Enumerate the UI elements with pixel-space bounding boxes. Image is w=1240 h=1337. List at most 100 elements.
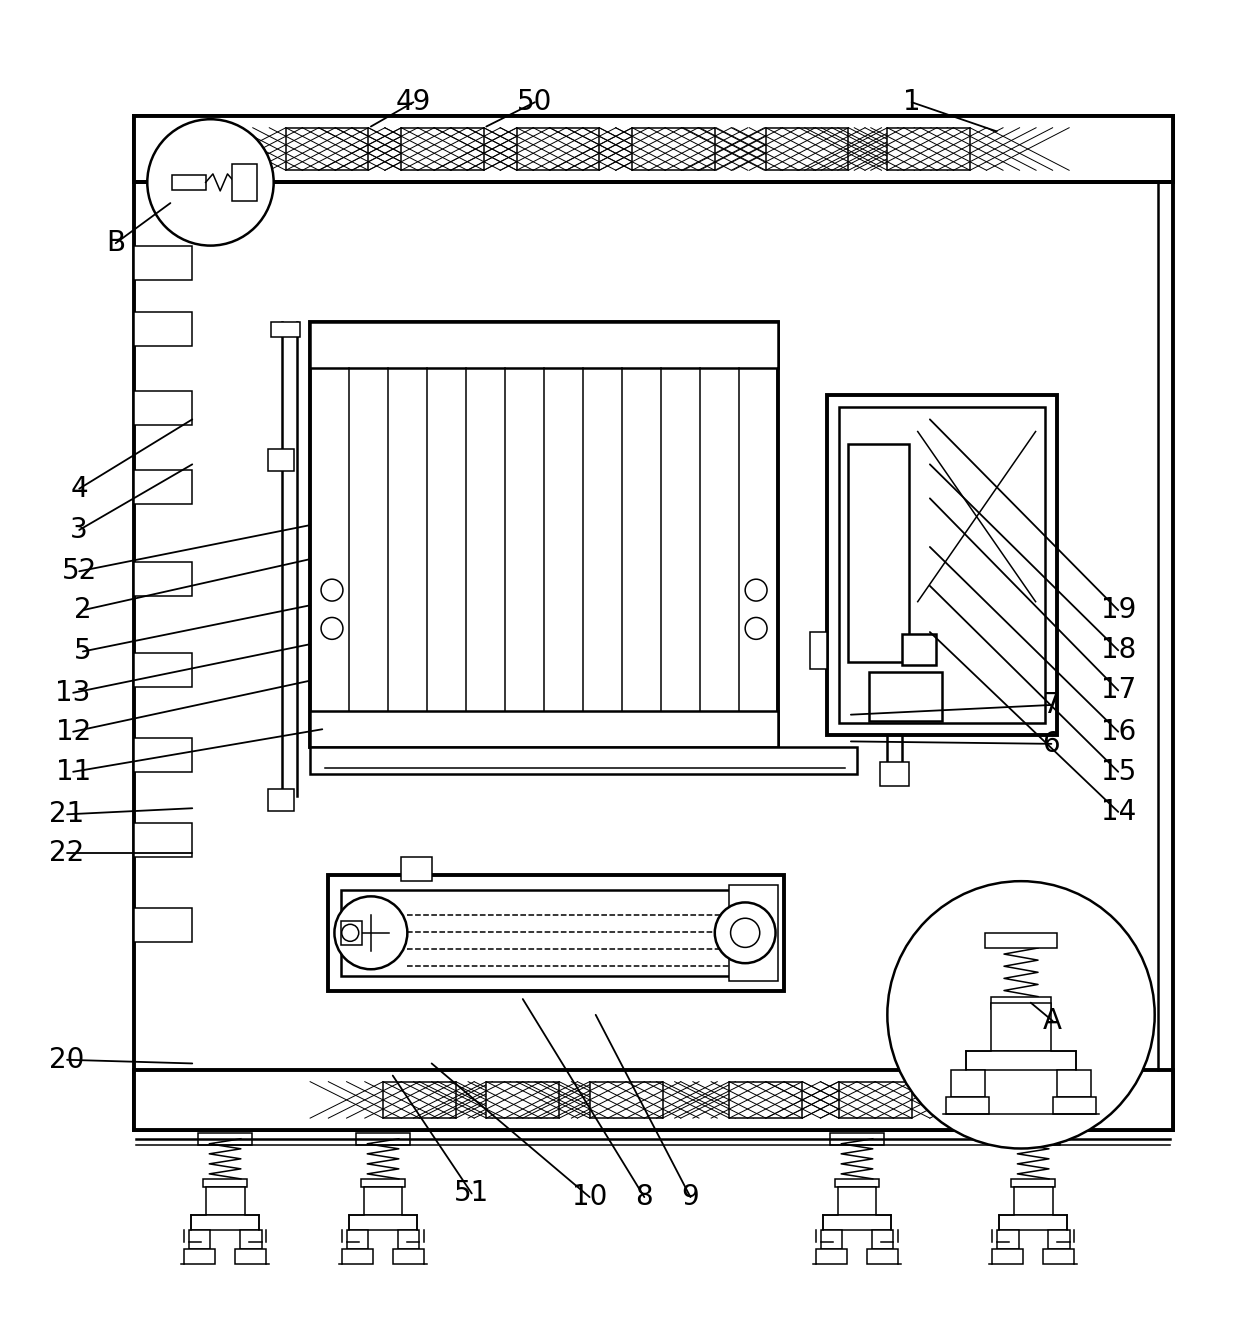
Bar — [239, 1230, 262, 1249]
Bar — [632, 128, 714, 170]
Bar — [232, 164, 257, 201]
Text: 2: 2 — [74, 596, 92, 624]
Bar — [901, 635, 936, 664]
Text: 9: 9 — [682, 1183, 699, 1211]
Text: 8: 8 — [635, 1183, 653, 1211]
Text: 4: 4 — [71, 475, 88, 503]
Bar — [729, 885, 777, 981]
Bar — [867, 1249, 898, 1263]
Bar — [361, 1179, 405, 1187]
Text: 12: 12 — [56, 718, 91, 746]
Bar — [869, 673, 942, 721]
Bar — [1012, 1179, 1055, 1187]
Bar — [966, 1051, 1075, 1070]
Bar — [821, 1230, 842, 1249]
Bar — [398, 1230, 419, 1249]
Text: 14: 14 — [1101, 798, 1136, 826]
Bar — [837, 1187, 877, 1215]
Bar — [341, 921, 362, 945]
Bar — [872, 1230, 893, 1249]
Bar — [985, 933, 1058, 948]
Circle shape — [745, 579, 768, 602]
Bar — [1053, 1098, 1096, 1115]
Bar — [827, 394, 1058, 735]
Bar — [888, 128, 970, 170]
Bar — [272, 322, 300, 337]
Bar — [486, 1082, 559, 1118]
Bar — [310, 747, 857, 774]
Bar — [285, 128, 368, 170]
Bar — [402, 857, 432, 881]
Bar — [880, 762, 909, 786]
Bar — [383, 1082, 456, 1118]
Bar — [348, 1215, 417, 1230]
Text: 49: 49 — [396, 88, 432, 116]
Bar — [134, 115, 1173, 182]
Text: 1: 1 — [903, 88, 920, 116]
Bar — [997, 1230, 1018, 1249]
Bar — [342, 1249, 373, 1263]
Text: 10: 10 — [572, 1183, 608, 1211]
Bar — [206, 1187, 244, 1215]
Bar — [517, 128, 599, 170]
Text: 20: 20 — [50, 1046, 84, 1074]
Bar — [188, 1230, 211, 1249]
Bar — [191, 1215, 259, 1230]
Bar — [134, 652, 192, 687]
Bar — [729, 1082, 802, 1118]
Bar — [946, 1098, 990, 1115]
Circle shape — [321, 579, 343, 602]
Circle shape — [730, 919, 760, 948]
Bar — [356, 1132, 409, 1144]
Bar — [393, 1249, 424, 1263]
Bar — [134, 738, 192, 771]
Circle shape — [342, 924, 358, 941]
Bar — [402, 128, 484, 170]
Text: 7: 7 — [1043, 691, 1060, 719]
Bar — [346, 1230, 368, 1249]
Text: 6: 6 — [1043, 730, 1060, 758]
Text: 22: 22 — [50, 840, 84, 868]
Bar — [1014, 1187, 1053, 1215]
Bar — [991, 1003, 1052, 1051]
Text: 51: 51 — [454, 1179, 490, 1207]
Bar — [134, 115, 1173, 1130]
Bar — [310, 711, 777, 747]
Bar — [838, 1082, 911, 1118]
Bar — [363, 1187, 403, 1215]
Bar — [171, 175, 206, 190]
Bar — [198, 1132, 252, 1144]
Text: B: B — [107, 229, 125, 257]
Text: 50: 50 — [517, 88, 553, 116]
Text: 21: 21 — [50, 801, 84, 829]
Circle shape — [714, 902, 775, 963]
Text: 52: 52 — [62, 558, 97, 586]
Bar — [991, 996, 1052, 1008]
Bar — [310, 322, 777, 747]
Bar — [234, 1249, 267, 1263]
Text: 16: 16 — [1101, 718, 1136, 746]
Bar — [823, 1215, 892, 1230]
Bar — [999, 1215, 1068, 1230]
Bar — [589, 1082, 662, 1118]
Text: 19: 19 — [1101, 596, 1136, 624]
Bar — [134, 822, 192, 857]
Text: 17: 17 — [1101, 677, 1136, 705]
Circle shape — [148, 119, 274, 246]
Bar — [810, 632, 827, 668]
Bar — [816, 1249, 847, 1263]
Bar — [310, 322, 777, 369]
Bar — [992, 1249, 1023, 1263]
Bar — [134, 392, 192, 425]
Circle shape — [321, 618, 343, 639]
Bar — [1043, 1249, 1075, 1263]
Text: 13: 13 — [56, 679, 91, 707]
Bar — [134, 1070, 1173, 1130]
Text: 5: 5 — [74, 638, 92, 666]
Circle shape — [888, 881, 1154, 1148]
Bar — [134, 562, 192, 595]
Text: 15: 15 — [1101, 758, 1136, 786]
Circle shape — [745, 618, 768, 639]
Bar — [1048, 1230, 1070, 1249]
Bar — [134, 908, 192, 943]
